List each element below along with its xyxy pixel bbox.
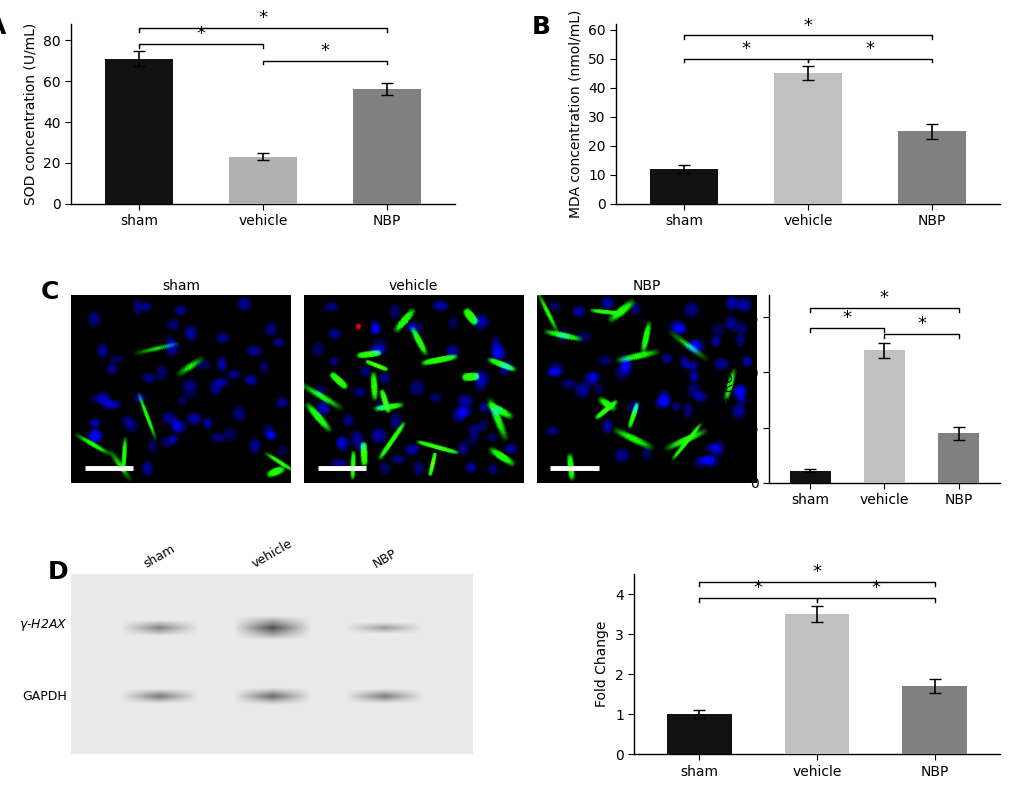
Text: B: B [531,15,550,39]
Bar [353,89,421,204]
Bar [649,169,717,204]
Bar [666,715,731,754]
Bar [105,59,173,204]
Text: *: * [916,315,925,333]
Text: *: * [842,310,851,327]
Text: vehicle: vehicle [250,537,294,571]
Text: *: * [864,40,873,58]
Bar [937,434,978,483]
Y-axis label: MDA concentration (nmol/mL): MDA concentration (nmol/mL) [568,10,582,218]
Text: A: A [0,15,6,39]
Text: *: * [879,290,889,307]
Text: D: D [47,560,68,584]
Bar [773,73,841,204]
Title: NBP: NBP [632,279,660,292]
Text: $\gamma$-H2AX: $\gamma$-H2AX [18,617,67,633]
Title: vehicle: vehicle [388,279,438,292]
Text: *: * [320,42,329,60]
Text: *: * [812,564,820,581]
Bar [789,471,829,483]
Title: sham: sham [162,279,200,292]
Bar [902,686,966,754]
Text: *: * [753,580,762,597]
Bar [229,156,297,204]
Text: *: * [259,9,267,27]
Text: C: C [41,280,59,304]
Text: GAPDH: GAPDH [22,690,67,703]
Bar [784,615,849,754]
Y-axis label: Fold Change: Fold Change [595,621,609,707]
Text: *: * [741,40,750,58]
Y-axis label: Relative ROS level: Relative ROS level [721,326,735,453]
Text: NBP: NBP [370,547,398,571]
Text: sham: sham [142,542,177,571]
Text: *: * [803,17,811,34]
Bar [863,350,904,483]
Text: *: * [197,25,206,44]
Text: *: * [870,580,879,597]
Bar [897,131,965,204]
Y-axis label: SOD concentration (U/mL): SOD concentration (U/mL) [23,23,38,205]
